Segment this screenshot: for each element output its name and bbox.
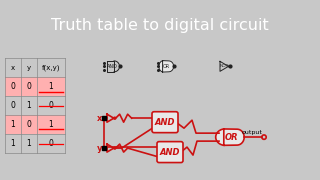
Polygon shape bbox=[159, 61, 174, 72]
Text: AND: AND bbox=[107, 64, 117, 69]
Text: f(x,y): f(x,y) bbox=[42, 65, 60, 71]
Text: 0: 0 bbox=[27, 82, 31, 91]
Text: 0: 0 bbox=[27, 120, 31, 129]
Text: 1: 1 bbox=[27, 101, 31, 110]
FancyBboxPatch shape bbox=[157, 142, 183, 163]
Text: 1: 1 bbox=[11, 120, 15, 129]
Bar bbox=[5, 77, 65, 96]
Text: x: x bbox=[97, 114, 102, 123]
Text: 0: 0 bbox=[49, 101, 53, 110]
Text: 1: 1 bbox=[49, 82, 53, 91]
Text: 1: 1 bbox=[49, 120, 53, 129]
Text: AND: AND bbox=[155, 118, 175, 127]
FancyBboxPatch shape bbox=[152, 112, 178, 133]
Bar bbox=[5, 115, 65, 134]
Text: 0: 0 bbox=[11, 101, 15, 110]
Text: 1: 1 bbox=[27, 139, 31, 148]
Text: output: output bbox=[242, 130, 262, 135]
Text: Truth table to digital circuit: Truth table to digital circuit bbox=[51, 18, 269, 33]
Text: 0: 0 bbox=[11, 82, 15, 91]
Text: AND: AND bbox=[160, 148, 180, 157]
Polygon shape bbox=[216, 129, 244, 145]
Text: OR: OR bbox=[224, 133, 238, 142]
Text: NOT: NOT bbox=[219, 64, 228, 68]
Text: x: x bbox=[11, 65, 15, 71]
Text: y: y bbox=[97, 144, 102, 153]
Text: y: y bbox=[27, 65, 31, 71]
Text: 0: 0 bbox=[49, 139, 53, 148]
Text: 1: 1 bbox=[11, 139, 15, 148]
Text: OR: OR bbox=[163, 64, 170, 69]
